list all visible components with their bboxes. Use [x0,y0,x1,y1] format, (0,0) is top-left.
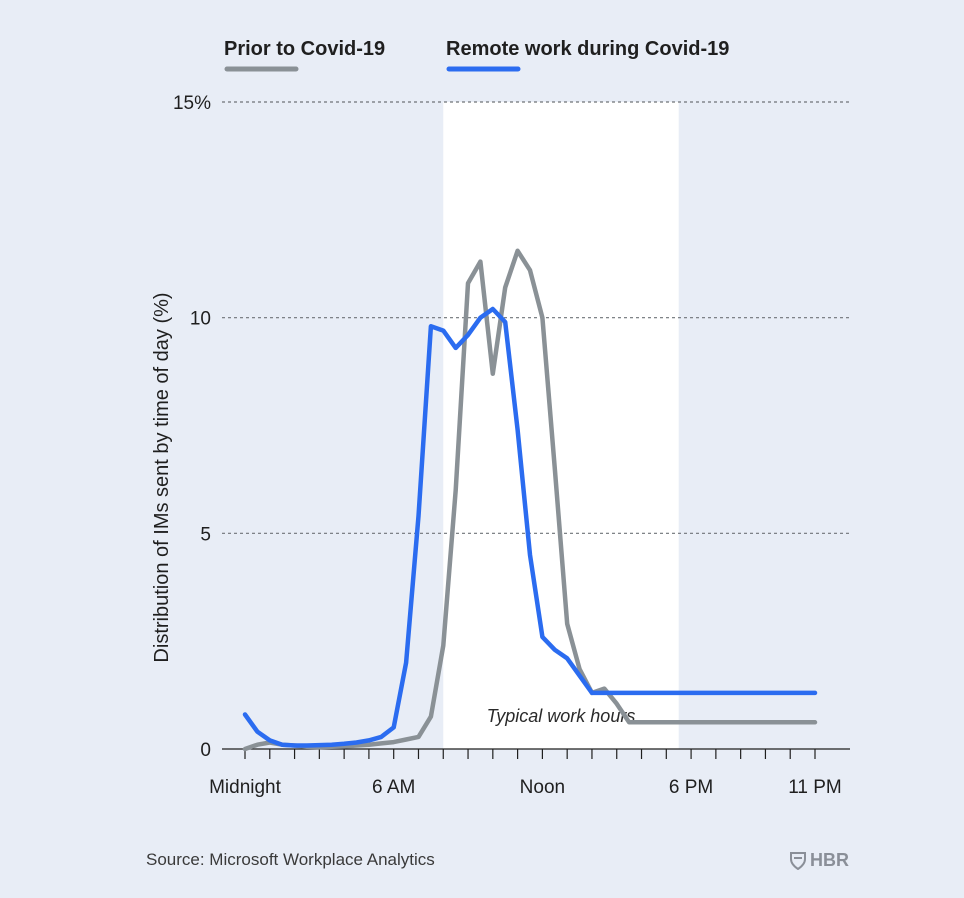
y-tick-label: 10 [190,309,211,330]
brand-logo: HBR [790,850,849,871]
work-hours-label: Typical work hours [487,706,636,726]
series-lines [242,248,818,752]
x-tick-label: Noon [520,777,565,798]
shaded-band-group: Typical work hours [443,102,679,749]
legend-item-2: Remote work during Covid-19 [446,38,729,72]
source-note: Source: Microsoft Workplace Analytics [146,850,435,869]
work-hours-band [443,102,679,749]
legend-item-1: Prior to Covid-19 [224,38,385,72]
legend: Prior to Covid-19 Remote work during Covi… [224,38,729,72]
y-axis-title: Distribution of IMs sent by time of day … [151,292,173,662]
x-tick-label: Midnight [209,777,282,798]
gridlines [222,101,850,534]
legend-label: Prior to Covid-19 [224,38,385,60]
chart: Typical work hours 0 5 10 15% Midnight 6 AM N… [151,38,850,798]
x-tick-label: 6 PM [669,777,713,798]
shield-icon [790,851,806,870]
y-tick-label: 0 [200,740,211,761]
x-tick-label: 11 PM [788,777,842,798]
y-tick-label: 5 [200,524,211,545]
y-tick-label: 15% [173,93,211,114]
y-tick-labels: 0 5 10 15% [173,93,211,761]
brand-name: HBR [810,850,849,870]
series-line-1 [242,248,818,752]
series-line-2 [242,306,818,748]
axes [222,748,850,759]
x-tick-labels: Midnight 6 AM Noon 6 PM 11 PM [209,777,842,798]
x-tick-label: 6 AM [372,777,415,798]
legend-label: Remote work during Covid-19 [446,38,729,60]
